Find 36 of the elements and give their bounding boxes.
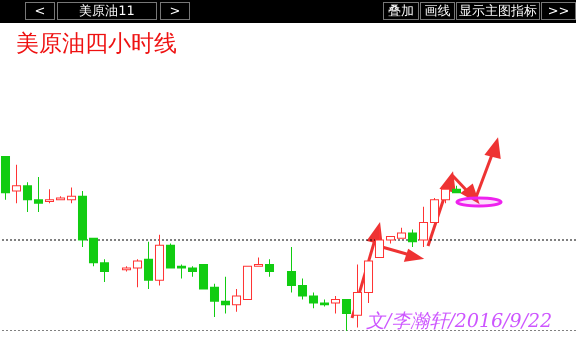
candlestick [440, 188, 450, 204]
candlestick [352, 264, 362, 328]
chart-title: 美原油四小时线 [16, 30, 177, 59]
candlestick [166, 243, 176, 268]
text: 显示主图指标 [456, 2, 540, 20]
candlestick [22, 182, 32, 212]
candlestick [210, 283, 220, 318]
candlestick [308, 292, 318, 309]
candlestick [408, 229, 418, 248]
candlestick [66, 187, 76, 204]
candlestick [330, 296, 340, 314]
text: >> [541, 2, 576, 20]
text: 画线 [420, 2, 455, 20]
annotation: 文/李瀚轩/2016/9/22 [366, 309, 552, 334]
text: > [160, 2, 190, 20]
candlestick [374, 226, 384, 258]
candlestick [286, 246, 296, 293]
candlestick [418, 206, 428, 248]
candlestick [342, 299, 352, 331]
text: < [25, 2, 55, 20]
candlestick [12, 164, 22, 204]
candlestick [44, 188, 54, 204]
candlestick [34, 176, 44, 212]
candlestick [264, 258, 274, 278]
candlestick [396, 227, 406, 239]
candlestick [220, 276, 230, 314]
candlestick [298, 278, 308, 300]
candlestick [144, 241, 154, 290]
text: 叠加 [383, 2, 419, 20]
candlestick [132, 258, 142, 288]
candlestick [100, 258, 110, 282]
candlestick [430, 198, 440, 223]
text: 美原油11 [57, 2, 157, 20]
candlestick [232, 288, 242, 312]
candlestick [176, 264, 186, 279]
candlestick [188, 266, 198, 278]
